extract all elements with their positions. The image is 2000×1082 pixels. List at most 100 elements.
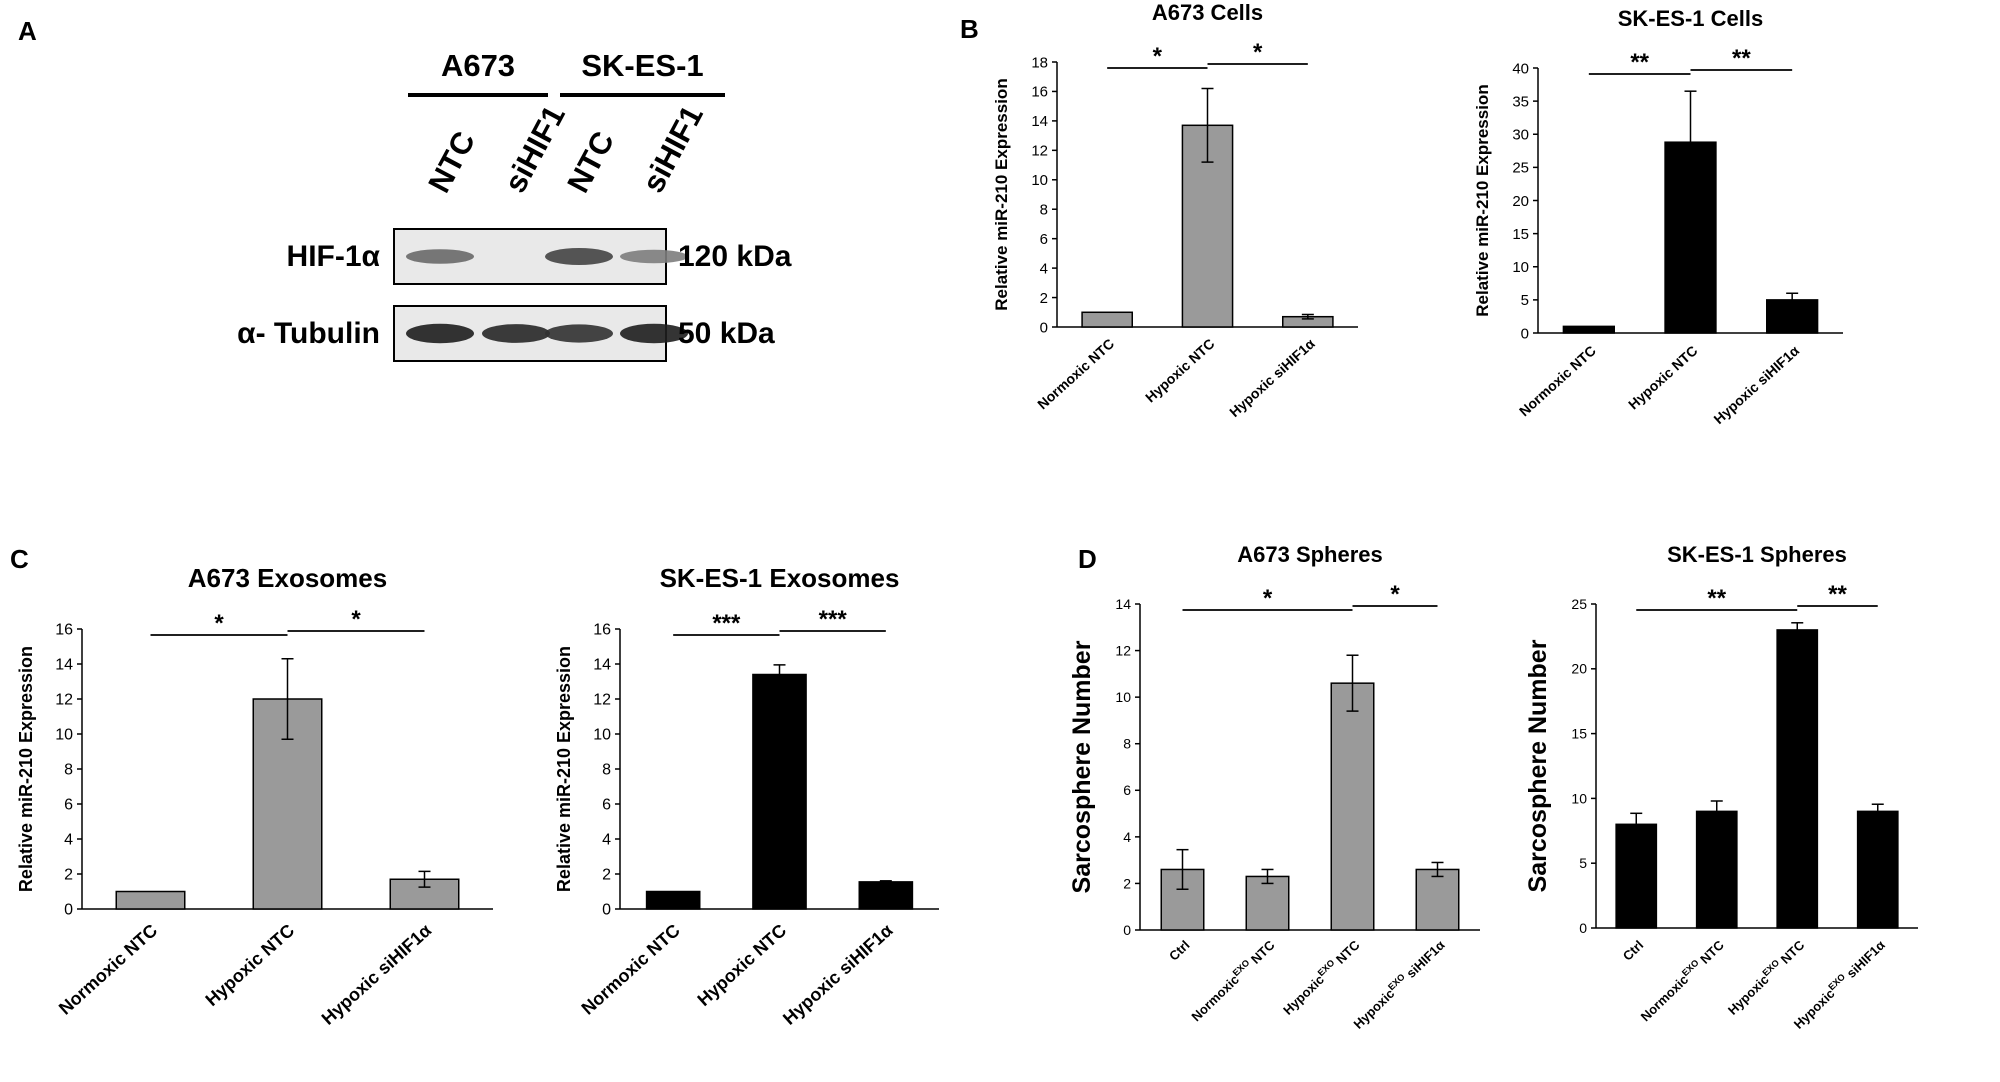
- y-tick-label: 6: [1123, 782, 1131, 798]
- x-tick-label: Hypoxic siHIF1α: [318, 920, 436, 1029]
- y-tick-label: 4: [1123, 829, 1131, 845]
- lane-label: NTC: [421, 126, 482, 199]
- chart-d1: A673 Spheres Sarcosphere Number 0 2 4 6 8 10 12 1…: [1068, 542, 1480, 1032]
- y-tick-label: 10: [593, 727, 611, 744]
- y-tick-label: 16: [1031, 84, 1048, 101]
- y-tick-label: 0: [1579, 920, 1587, 936]
- significance-marker: **: [1630, 49, 1649, 76]
- y-tick-label: 16: [55, 622, 73, 639]
- chart-d2: SK-ES-1 Spheres Sarcosphere Number 0 5 10 15 2…: [1524, 542, 1918, 1032]
- x-tick-label: Normoxic NTC: [1034, 335, 1117, 412]
- chart-title: SK-ES-1 Exosomes: [660, 563, 900, 593]
- significance-marker: ***: [819, 606, 848, 633]
- y-tick-label: 25: [1512, 160, 1529, 177]
- y-tick-label: 12: [593, 692, 611, 709]
- bar: [1856, 810, 1899, 929]
- bar: [752, 673, 807, 910]
- y-tick-label: 30: [1512, 127, 1529, 144]
- panel-label-c: C: [10, 544, 29, 574]
- y-tick-label: 14: [593, 657, 611, 674]
- y-tick-label: 14: [55, 657, 73, 674]
- blot-size-label: 120 kDa: [678, 240, 792, 273]
- y-tick-label: 12: [55, 692, 73, 709]
- y-tick-label: 2: [1123, 875, 1131, 891]
- y-tick-label: 8: [1123, 736, 1131, 752]
- blot-protein-label: α- Tubulin: [237, 317, 380, 350]
- y-tick-label: 0: [1123, 922, 1131, 938]
- chart-title: SK-ES-1 Cells: [1618, 6, 1764, 31]
- x-tick-label: Normoxic NTC: [1516, 342, 1599, 419]
- y-tick-label: 5: [1521, 292, 1529, 309]
- x-tick-label: HypoxicEXO siHIF1α: [1790, 937, 1888, 1032]
- y-tick-label: 2: [64, 867, 73, 884]
- bar: [1695, 810, 1738, 929]
- y-tick-label: 10: [1512, 259, 1529, 276]
- bar: [858, 881, 914, 910]
- x-tick-label: Ctrl: [1620, 937, 1647, 963]
- y-tick-label: 0: [1040, 319, 1048, 336]
- lane-label: siHIF1: [635, 100, 710, 199]
- lane-label: NTC: [560, 126, 621, 199]
- x-tick-label: HypoxicEXO siHIF1α: [1350, 937, 1448, 1032]
- blot-size-label: 50 kDa: [678, 317, 775, 350]
- x-tick-label: Hypoxic siHIF1α: [1710, 342, 1802, 427]
- y-tick-label: 2: [602, 867, 611, 884]
- blot-band: [545, 324, 613, 343]
- significance-marker: *: [214, 610, 224, 637]
- significance-marker: *: [351, 606, 361, 633]
- chart-b1: A673 Cells Relative miR-210 Expression 0 2 4…: [992, 0, 1358, 420]
- y-tick-label: 4: [602, 832, 611, 849]
- cell-line-label: SK-ES-1: [581, 48, 703, 83]
- y-tick-label: 12: [1031, 143, 1048, 160]
- x-tick-label: Normoxic NTC: [578, 920, 684, 1019]
- y-tick-label: 0: [602, 902, 611, 919]
- bar: [1245, 875, 1290, 931]
- y-axis-label: Sarcosphere Number: [1068, 640, 1096, 893]
- bar: [1081, 311, 1134, 328]
- y-tick-label: 20: [1571, 661, 1587, 677]
- bar: [115, 890, 186, 910]
- chart-c1: A673 Exosomes Relative miR-210 Expression…: [16, 563, 493, 1029]
- lane-label: siHIF1: [497, 100, 572, 199]
- y-tick-label: 25: [1571, 596, 1587, 612]
- y-axis-label: Relative miR-210 Expression: [554, 646, 574, 892]
- x-tick-label: HypoxicEXO NTC: [1724, 936, 1808, 1018]
- x-tick-label: Normoxic NTC: [55, 920, 161, 1019]
- y-tick-label: 15: [1571, 726, 1587, 742]
- y-tick-label: 40: [1512, 60, 1529, 77]
- cell-line-label: A673: [441, 48, 515, 83]
- y-tick-label: 6: [602, 797, 611, 814]
- significance-marker: **: [1707, 585, 1726, 612]
- y-tick-label: 5: [1579, 855, 1587, 871]
- y-tick-label: 14: [1115, 596, 1131, 612]
- blot-band: [406, 323, 474, 344]
- y-tick-label: 10: [1031, 172, 1048, 189]
- panel-label-b: B: [960, 14, 979, 44]
- y-tick-label: 0: [1521, 325, 1529, 342]
- y-tick-label: 8: [64, 762, 73, 779]
- y-axis-label: Relative miR-210 Expression: [992, 78, 1011, 310]
- bar: [645, 890, 701, 910]
- y-tick-label: 6: [64, 797, 73, 814]
- blot-band: [620, 323, 688, 344]
- y-axis-label: Relative miR-210 Expression: [1473, 84, 1492, 316]
- bar: [1330, 682, 1375, 931]
- x-tick-label: Hypoxic NTC: [202, 920, 299, 1010]
- x-tick-label: NormoxicEXO NTC: [1637, 936, 1727, 1024]
- chart-title: A673 Spheres: [1237, 542, 1383, 567]
- y-tick-label: 12: [1115, 642, 1131, 658]
- y-tick-label: 15: [1512, 226, 1529, 243]
- significance-marker: **: [1732, 45, 1751, 72]
- blot-band: [406, 249, 474, 264]
- y-axis-label: Relative miR-210 Expression: [16, 646, 36, 892]
- y-tick-label: 8: [1040, 201, 1048, 218]
- x-tick-label: Hypoxic siHIF1α: [1226, 335, 1318, 420]
- blot-band: [482, 324, 550, 343]
- significance-marker: ***: [712, 610, 741, 637]
- y-tick-label: 10: [55, 727, 73, 744]
- x-tick-label: Hypoxic siHIF1α: [779, 920, 897, 1029]
- significance-marker: *: [1253, 39, 1263, 66]
- y-tick-label: 2: [1040, 290, 1048, 307]
